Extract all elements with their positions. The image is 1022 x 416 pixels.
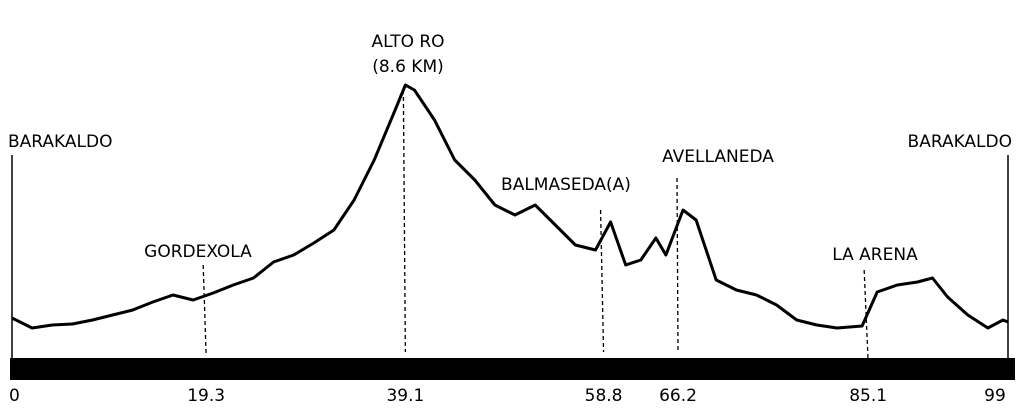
marker-line xyxy=(402,89,407,353)
place-label: BARAKALDO xyxy=(8,132,112,152)
elevation-line xyxy=(11,83,1009,330)
place-label: BARAKALDO xyxy=(908,132,1012,152)
marker-line xyxy=(599,209,605,353)
x-tick-label: 99 xyxy=(984,386,1006,406)
place-label: LA ARENA xyxy=(832,245,918,265)
marker-line xyxy=(863,269,869,363)
x-tick-label: 58.8 xyxy=(585,386,623,406)
x-tick-label: 19.3 xyxy=(187,386,225,406)
place-label: ALTO RO xyxy=(371,32,444,52)
place-label: BALMASEDA(A) xyxy=(501,175,631,195)
place-label: AVELLANEDA xyxy=(662,147,774,167)
x-tick-label: 0 xyxy=(9,386,20,406)
x-tick-label: 66.2 xyxy=(659,386,697,406)
x-tick-label: 85.1 xyxy=(849,386,887,406)
place-label: (8.6 KM) xyxy=(372,57,444,77)
x-tick-label: 39.1 xyxy=(386,386,424,406)
marker-line xyxy=(676,177,679,353)
distance-bar xyxy=(10,358,1015,380)
marker-line xyxy=(202,264,207,357)
place-label: GORDEXOLA xyxy=(144,242,252,262)
